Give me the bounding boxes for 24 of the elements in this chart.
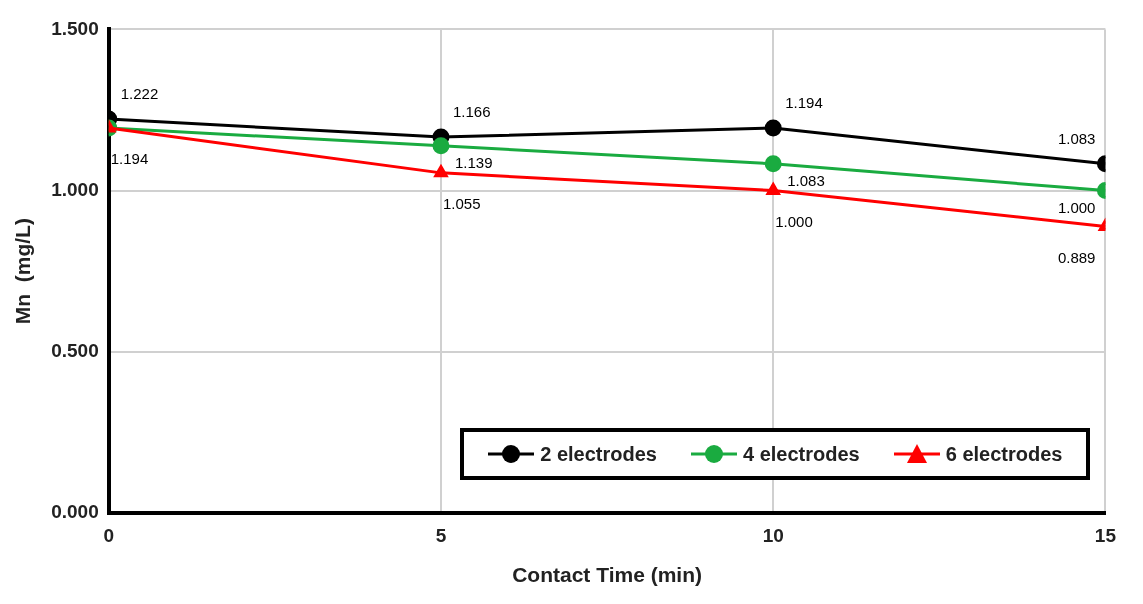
- data-label: 1.000: [1057, 198, 1096, 216]
- y-tick-label: 1.500: [51, 17, 99, 39]
- data-label: 1.083: [787, 171, 825, 189]
- legend-label: 6 electrodes: [945, 442, 1063, 466]
- data-label: 1.222: [120, 85, 159, 103]
- x-tick-label: 0: [103, 524, 115, 546]
- data-label: 0.889: [1057, 248, 1096, 266]
- y-axis-title: Mn (mg/L): [11, 218, 35, 325]
- data-label: 1.139: [454, 153, 493, 171]
- data-label: 1.000: [775, 212, 813, 230]
- data-label: 1.055: [442, 195, 481, 213]
- x-tick-label: 5: [435, 524, 447, 546]
- data-label: 1.083: [1057, 129, 1096, 147]
- y-tick-label: 1.000: [51, 178, 99, 200]
- data-label: 1.194: [110, 150, 149, 168]
- x-axis-title: Contact Time (min): [512, 563, 702, 587]
- x-tick-label: 10: [762, 524, 784, 546]
- data-label: 1.194: [785, 94, 823, 112]
- y-tick-label: 0.000: [51, 501, 99, 523]
- legend-label: 2 electrodes: [540, 442, 657, 466]
- legend-label: 4 electrodes: [742, 442, 860, 466]
- y-tick-label: 0.500: [51, 340, 99, 362]
- data-label: 1.166: [452, 103, 491, 121]
- x-tick-label: 15: [1094, 524, 1117, 546]
